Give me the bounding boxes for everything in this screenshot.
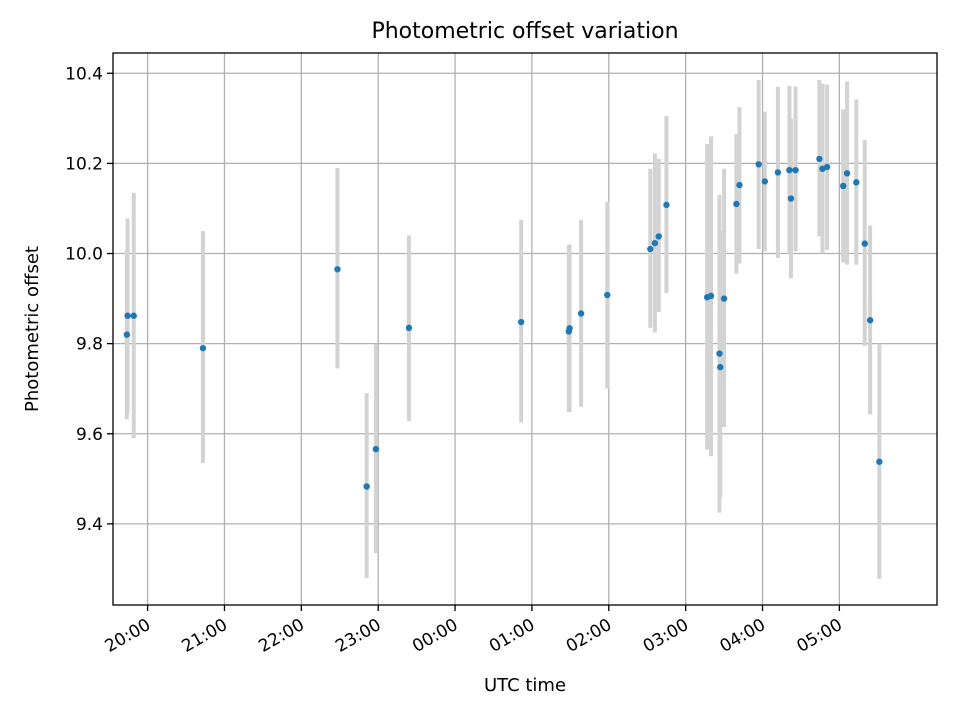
data-point bbox=[663, 201, 670, 209]
x-tick-label: 23:00 bbox=[332, 615, 384, 657]
data-point bbox=[843, 170, 851, 177]
data-point bbox=[861, 240, 868, 247]
x-tick-label: 03:00 bbox=[640, 615, 692, 657]
data-point bbox=[716, 350, 723, 357]
y-tick-label: 9.6 bbox=[76, 425, 103, 445]
y-tick-label: 10.0 bbox=[65, 245, 103, 265]
data-point bbox=[647, 245, 654, 253]
data-point bbox=[816, 155, 823, 163]
data-points bbox=[123, 155, 883, 490]
chart-title: Photometric offset variation bbox=[371, 19, 678, 44]
data-point bbox=[199, 344, 207, 352]
data-point bbox=[124, 312, 131, 319]
data-point bbox=[651, 239, 659, 247]
x-tick-label: 02:00 bbox=[563, 615, 615, 657]
x-tick-label: 22:00 bbox=[255, 615, 307, 657]
data-point bbox=[405, 324, 413, 332]
data-point bbox=[866, 317, 874, 324]
data-point bbox=[372, 445, 380, 453]
grid bbox=[113, 53, 937, 605]
data-point bbox=[123, 331, 131, 338]
data-point bbox=[774, 169, 782, 176]
y-axis-label: Photometric offset bbox=[22, 246, 43, 412]
data-point bbox=[130, 312, 137, 319]
x-tick-label: 00:00 bbox=[409, 615, 461, 657]
data-point bbox=[755, 161, 762, 168]
data-point bbox=[517, 318, 525, 326]
x-tick-label: 20:00 bbox=[102, 615, 154, 657]
data-point bbox=[761, 178, 769, 185]
x-tick-label: 05:00 bbox=[793, 615, 845, 657]
data-point bbox=[786, 166, 793, 174]
data-point bbox=[717, 363, 724, 371]
data-point bbox=[733, 200, 740, 208]
y-tick-label: 9.4 bbox=[76, 515, 103, 535]
data-point bbox=[655, 233, 662, 240]
data-point bbox=[720, 295, 728, 302]
data-point bbox=[823, 163, 831, 171]
x-tick-label: 01:00 bbox=[486, 615, 538, 657]
x-axis-label: UTC time bbox=[484, 675, 566, 696]
x-tick-label: 04:00 bbox=[717, 615, 769, 657]
data-point bbox=[707, 292, 715, 300]
error-bars bbox=[124, 80, 882, 579]
data-point bbox=[736, 181, 743, 189]
data-point bbox=[363, 483, 370, 490]
y-tick-label: 10.2 bbox=[65, 154, 103, 174]
y-tick-label: 9.8 bbox=[76, 335, 103, 355]
data-point bbox=[792, 166, 799, 174]
data-point bbox=[876, 458, 883, 465]
y-tick-label: 10.4 bbox=[65, 64, 103, 84]
data-point bbox=[853, 179, 860, 186]
data-point bbox=[787, 195, 795, 202]
data-point bbox=[604, 291, 611, 299]
data-point bbox=[566, 325, 573, 332]
plot-frame bbox=[112, 52, 938, 606]
data-point bbox=[577, 310, 585, 317]
data-point bbox=[334, 266, 341, 273]
x-tick-label: 21:00 bbox=[179, 615, 231, 657]
data-point bbox=[840, 182, 847, 190]
